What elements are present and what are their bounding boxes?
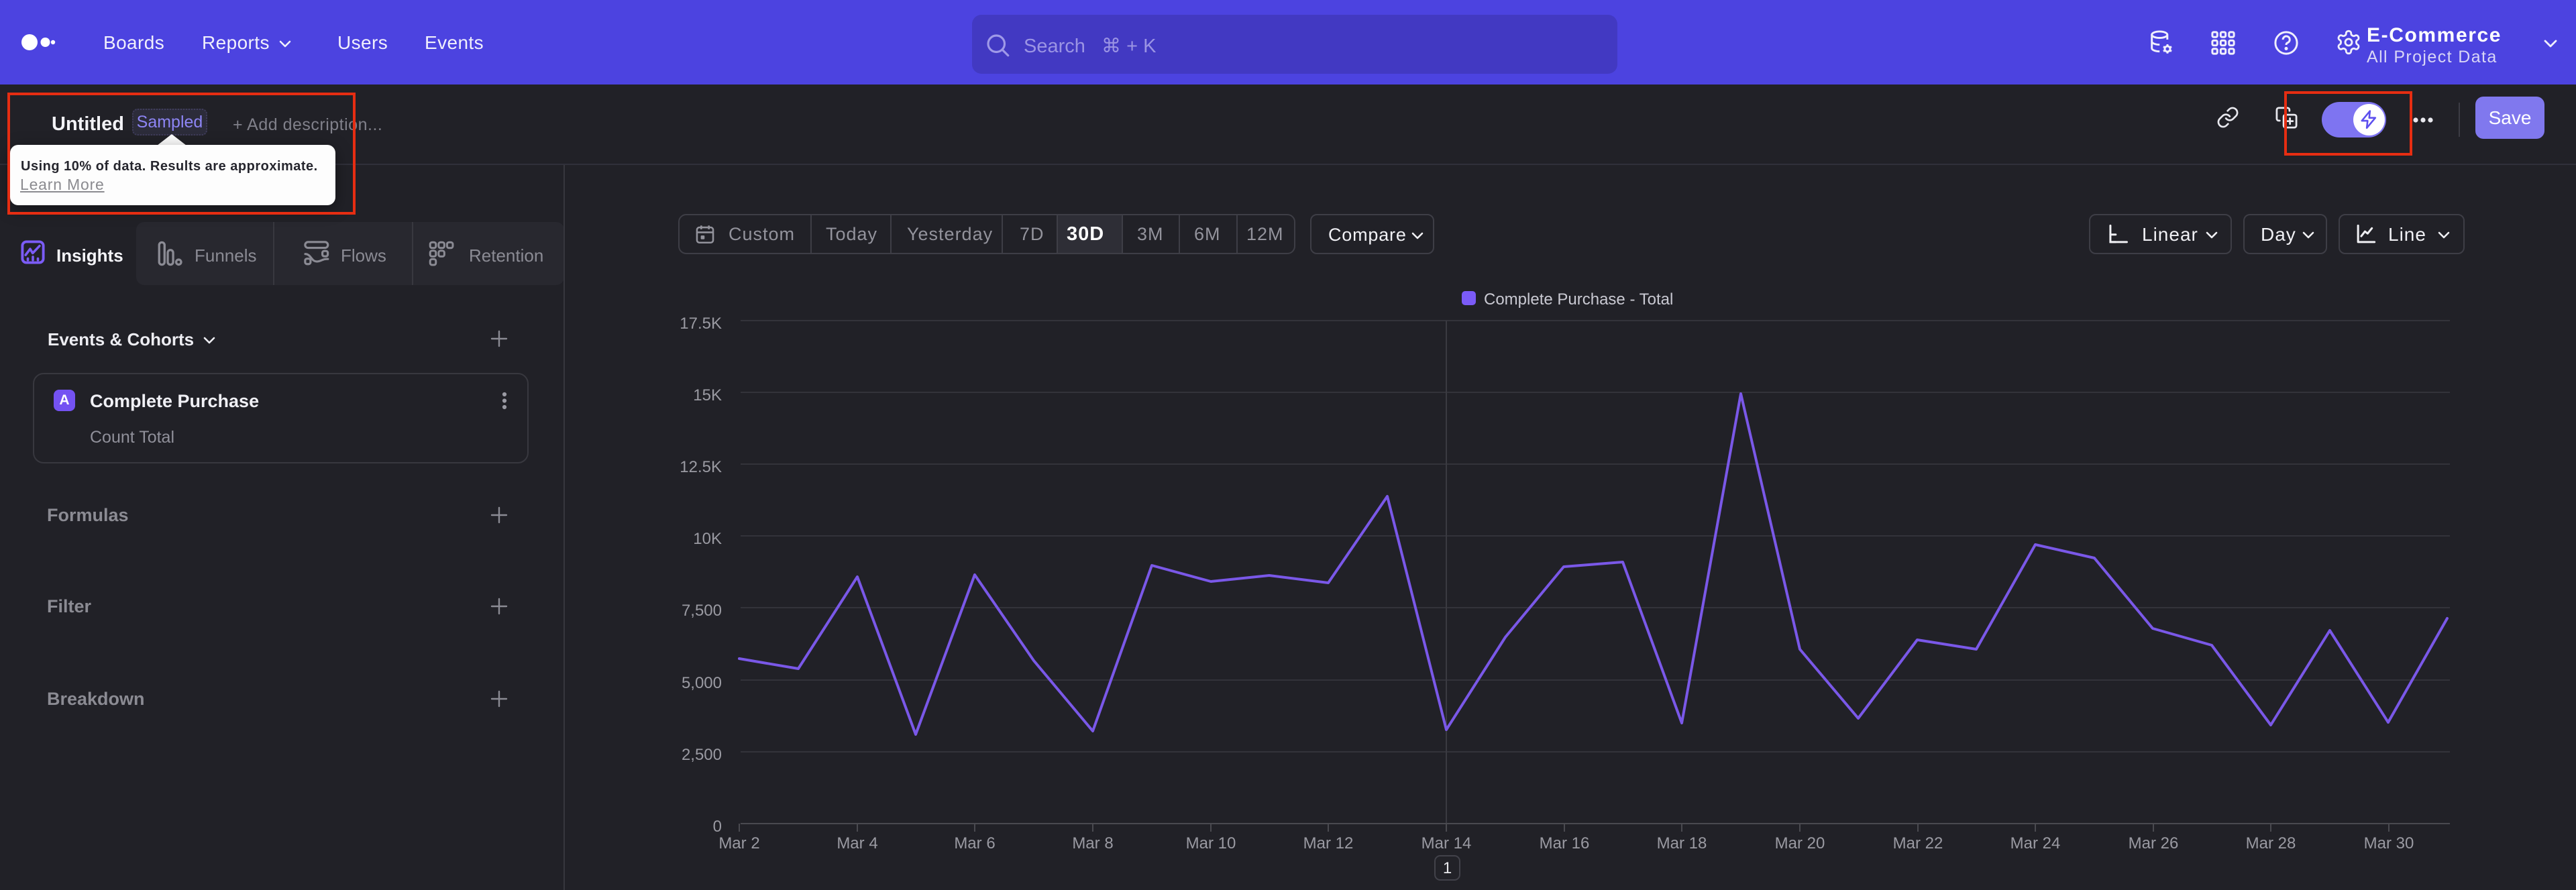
- svg-text:Mar 28: Mar 28: [2246, 834, 2296, 852]
- svg-text:Mar 18: Mar 18: [1657, 834, 1707, 852]
- svg-text:Mar 16: Mar 16: [1540, 834, 1590, 852]
- svg-text:Mar 4: Mar 4: [837, 834, 877, 852]
- svg-text:7,500: 7,500: [682, 602, 722, 620]
- svg-text:Mar 2: Mar 2: [718, 834, 759, 852]
- svg-text:Mar 8: Mar 8: [1072, 834, 1113, 852]
- svg-text:Mar 10: Mar 10: [1186, 834, 1236, 852]
- svg-text:Mar 12: Mar 12: [1303, 834, 1354, 852]
- svg-text:5,000: 5,000: [682, 674, 722, 692]
- svg-text:Mar 30: Mar 30: [2364, 834, 2414, 852]
- svg-text:Mar 26: Mar 26: [2129, 834, 2179, 852]
- svg-text:10K: 10K: [693, 530, 722, 548]
- svg-text:17.5K: 17.5K: [680, 315, 722, 333]
- svg-text:Mar 6: Mar 6: [954, 834, 995, 852]
- svg-text:2,500: 2,500: [682, 746, 722, 764]
- svg-text:Mar 14: Mar 14: [1421, 834, 1472, 852]
- svg-text:0: 0: [713, 818, 722, 836]
- svg-text:12.5K: 12.5K: [680, 458, 722, 476]
- svg-text:15K: 15K: [693, 386, 722, 404]
- svg-text:Mar 22: Mar 22: [1893, 834, 1943, 852]
- svg-text:Mar 24: Mar 24: [2010, 834, 2061, 852]
- svg-text:Mar 20: Mar 20: [1775, 834, 1825, 852]
